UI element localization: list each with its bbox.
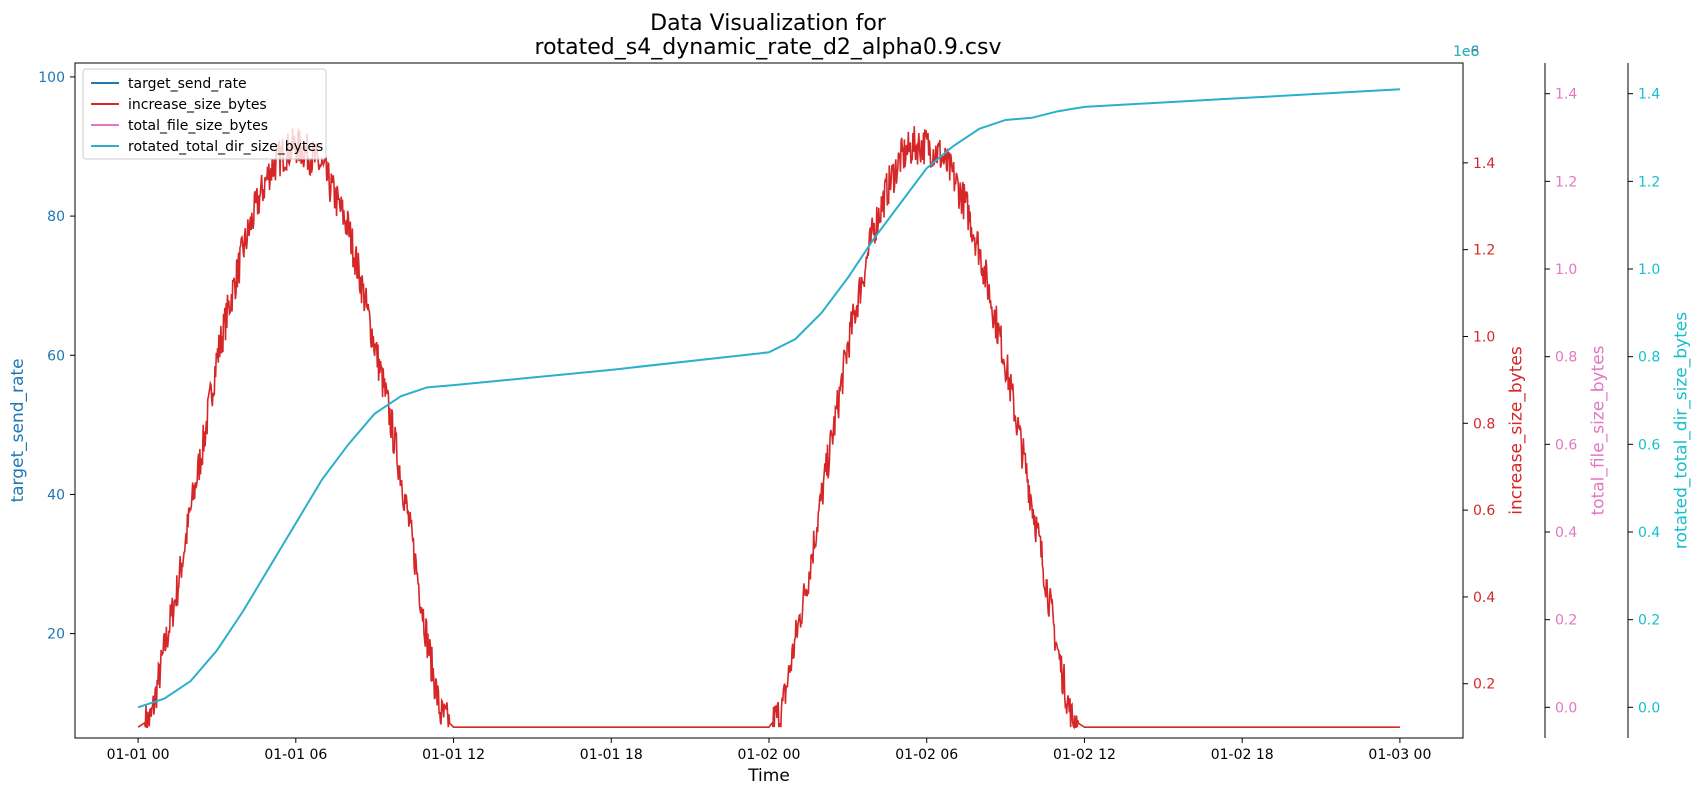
y-tick-label-increase_size_bytes: 0.2 [1473,677,1495,693]
legend-label: rotated_total_dir_size_bytes [128,139,323,155]
legend-label: increase_size_bytes [128,97,267,113]
chart-title-line1: Data Visualization for [650,11,887,36]
y-tick-label-total_file_size_bytes: 0.8 [1555,350,1577,366]
y-tick-label-total_file_size_bytes: 0.0 [1555,700,1577,716]
y-tick-label-rotated_total_dir_size_bytes: 1.2 [1638,174,1660,190]
y-tick-label-total_file_size_bytes: 1.4 [1555,87,1577,103]
y-tick-label-total_file_size_bytes: 1.0 [1555,262,1577,278]
series-line-increase_size_bytes [137,126,1400,730]
y-tick-label-increase_size_bytes: 0.6 [1473,503,1495,519]
y-offset-text-rotated_total_dir_size_bytes: 1e8 [1453,44,1479,60]
y-tick-label-target_send_rate: 60 [47,348,65,364]
x-tick-label: 01-01 00 [107,747,170,763]
y-tick-label-total_file_size_bytes: 1.2 [1555,174,1577,190]
x-tick-label: 01-02 12 [1053,747,1116,763]
y-axis-label-increase_size_bytes: increase_size_bytes [1507,346,1527,515]
x-tick-label: 01-02 06 [895,747,958,763]
y-tick-label-rotated_total_dir_size_bytes: 0.0 [1638,700,1660,716]
y-tick-label-rotated_total_dir_size_bytes: 0.8 [1638,350,1660,366]
y-tick-label-increase_size_bytes: 0.4 [1473,590,1495,606]
y-tick-label-increase_size_bytes: 1.2 [1473,243,1495,259]
y-offset-text-increase_size_bytes: 1e6 [1453,44,1480,60]
chart-title-line2: rotated_s4_dynamic_rate_d2_alpha0.9.csv [535,35,1002,60]
x-tick-label: 01-02 18 [1211,747,1274,763]
y-tick-label-target_send_rate: 100 [38,70,65,86]
x-tick-label: 01-02 00 [738,747,801,763]
axes-layer: 01-01 00 01-01 06 01-01 12 01-01 18 01-02 00… [8,44,1692,786]
y-tick-label-total_file_size_bytes: 0.2 [1555,613,1577,629]
x-tick-label: 01-03 00 [1368,747,1431,763]
y-tick-label-total_file_size_bytes: 0.6 [1555,437,1577,453]
y-tick-label-rotated_total_dir_size_bytes: 0.2 [1638,613,1660,629]
legend: target_send_rate increase_size_bytestotal… [82,68,327,160]
x-axis-label: Time [747,766,790,786]
y-tick-label-target_send_rate: 40 [47,487,65,503]
x-tick-label: 01-01 12 [422,747,485,763]
y-axis-label-rotated_total_dir_size_bytes: rotated_total_dir_size_bytes [1672,312,1692,549]
y-tick-label-target_send_rate: 80 [47,209,65,225]
y-tick-label-target_send_rate: 20 [47,627,65,643]
y-tick-label-increase_size_bytes: 1.0 [1473,329,1495,345]
y-tick-label-rotated_total_dir_size_bytes: 1.4 [1638,87,1660,103]
legend-label: target_send_rate [128,76,247,92]
y-tick-label-increase_size_bytes: 1.4 [1473,156,1495,172]
y-axis-label-target_send_rate: target_send_rate [8,358,28,502]
plot-area [137,88,1400,730]
y-tick-label-rotated_total_dir_size_bytes: 0.4 [1638,525,1660,541]
y-tick-label-rotated_total_dir_size_bytes: 1.0 [1638,262,1660,278]
y-tick-label-total_file_size_bytes: 0.4 [1555,525,1577,541]
x-tick-label: 01-01 06 [264,747,327,763]
y-tick-label-rotated_total_dir_size_bytes: 0.6 [1638,437,1660,453]
y-tick-label-increase_size_bytes: 0.8 [1473,416,1495,432]
y-axis-label-total_file_size_bytes: total_file_size_bytes [1589,345,1609,515]
series-line-rotated_total_dir_size_bytes [137,88,1400,709]
legend-label: total_file_size_bytes [128,118,268,134]
legend-box [82,68,327,160]
x-tick-label: 01-01 18 [580,747,643,763]
